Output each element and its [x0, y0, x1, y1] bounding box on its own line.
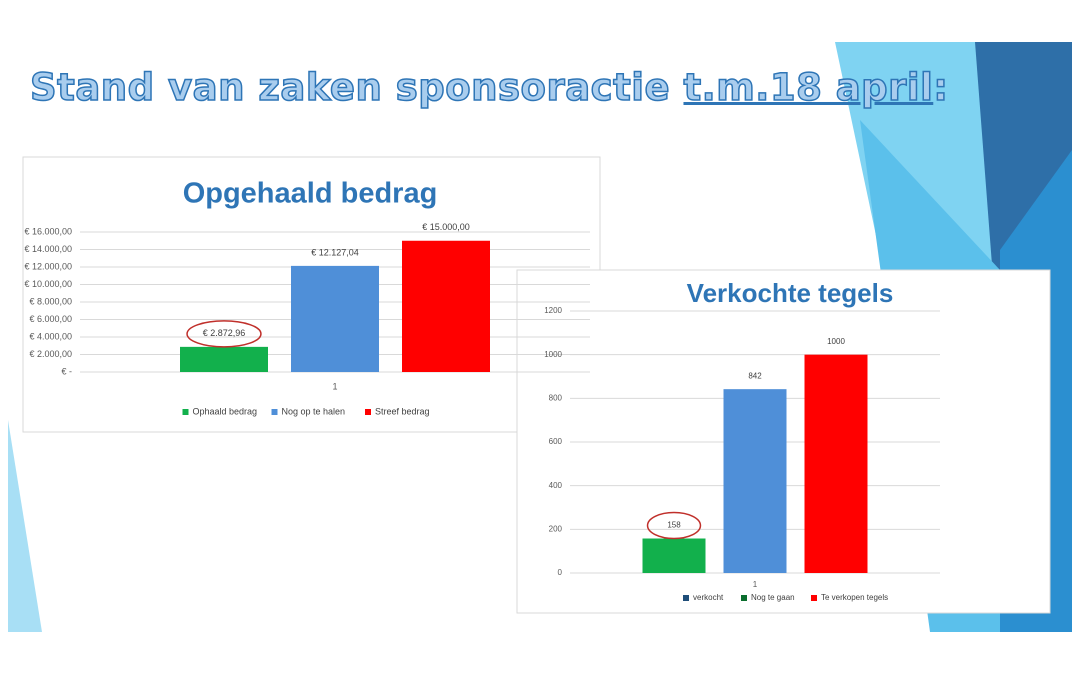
- y-tick-label: € 10.000,00: [24, 279, 72, 289]
- data-label: € 15.000,00: [422, 222, 470, 232]
- y-tick-label: € -: [61, 366, 72, 376]
- y-tick-label: € 6.000,00: [29, 314, 72, 324]
- bar: [723, 389, 787, 573]
- data-label: € 2.872,96: [203, 328, 246, 338]
- y-tick-label: 1200: [544, 306, 562, 315]
- y-tick-label: € 4.000,00: [29, 331, 72, 341]
- legend-swatch: [271, 409, 278, 415]
- title-date: t.m.18 april: [683, 65, 934, 110]
- legend-swatch: [811, 595, 817, 601]
- data-label: 158: [667, 521, 681, 530]
- y-tick-label: 0: [558, 568, 563, 577]
- y-tick-label: € 14.000,00: [24, 244, 72, 254]
- x-tick-label: 1: [753, 580, 758, 589]
- data-label: 842: [748, 371, 762, 380]
- legend-label: Ophaald bedrag: [193, 406, 258, 416]
- legend-swatch: [365, 409, 371, 415]
- y-tick-label: € 16.000,00: [24, 226, 72, 236]
- legend-label: Nog op te halen: [282, 406, 346, 416]
- chart-title: Opgehaald bedrag: [183, 178, 438, 210]
- bar: [804, 354, 868, 573]
- title-text: Stand van zaken sponsoractie: [29, 65, 684, 110]
- x-tick-label: 1: [332, 381, 337, 391]
- legend-label: Streef bedrag: [375, 406, 430, 416]
- bar: [642, 538, 706, 573]
- legend-swatch: [683, 595, 689, 601]
- highlight-circle: [186, 320, 262, 348]
- bar: [291, 265, 379, 372]
- legend-swatch: [741, 595, 747, 601]
- y-tick-label: 200: [549, 524, 563, 533]
- legend-swatch: [182, 409, 189, 415]
- legend-label: verkocht: [693, 593, 724, 602]
- chart-title: Verkochte tegels: [687, 278, 894, 308]
- slide-title: Stand van zaken sponsoractie t.m.18 apri…: [29, 65, 949, 110]
- bg-shape: [8, 420, 42, 632]
- legend-label: Te verkopen tegels: [821, 593, 888, 602]
- y-tick-label: € 8.000,00: [29, 296, 72, 306]
- y-tick-label: € 2.000,00: [29, 349, 72, 359]
- bar: [180, 346, 268, 372]
- y-tick-label: 600: [549, 437, 563, 446]
- y-tick-label: € 12.000,00: [24, 261, 72, 271]
- title-text: :: [933, 65, 949, 110]
- data-label: 1000: [827, 337, 845, 346]
- y-tick-label: 400: [549, 481, 563, 490]
- bar: [402, 240, 490, 372]
- y-tick-label: 800: [549, 393, 563, 402]
- y-tick-label: 1000: [544, 350, 562, 359]
- data-label: € 12.127,04: [311, 247, 359, 257]
- highlight-circle: [646, 511, 702, 540]
- legend-label: Nog te gaan: [751, 593, 795, 602]
